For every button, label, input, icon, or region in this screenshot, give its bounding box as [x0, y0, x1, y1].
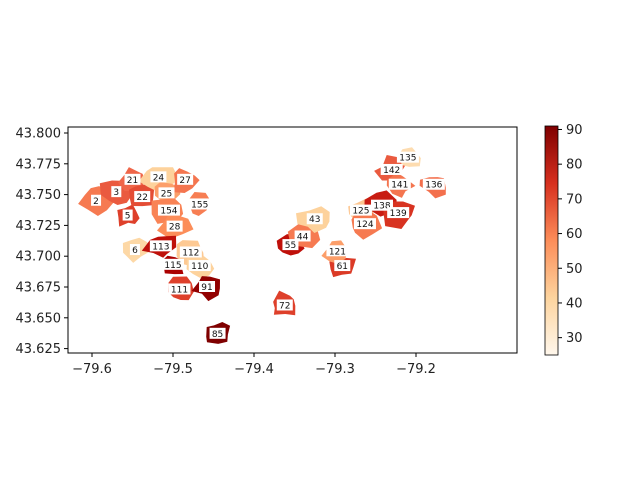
region-label: 136 [425, 181, 442, 191]
x-axis-ticks: −79.6 −79.5 −79.4 −79.3 −79.2 [72, 353, 436, 377]
region-label-bg [177, 173, 194, 185]
region-label: 138 [373, 202, 390, 212]
colorbar-tick-label: 40 [566, 296, 583, 311]
region-label-bg [422, 178, 445, 190]
region-label: 72 [279, 301, 290, 311]
region-label: 61 [337, 262, 348, 272]
region-label-bg [149, 240, 172, 252]
region-label-bg [349, 204, 372, 216]
region-label-bg [380, 163, 403, 175]
region-label-bg [199, 281, 216, 292]
region-label: 135 [399, 154, 416, 164]
region-label: 141 [391, 181, 408, 191]
region-label: 24 [153, 173, 165, 183]
region-label: 91 [201, 283, 212, 293]
x-tick-label: −79.6 [72, 362, 112, 377]
y-tick-label: 43.800 [16, 127, 62, 142]
region-label-bg [179, 246, 202, 258]
colorbar-tick-label: 80 [566, 158, 583, 173]
region-label: 85 [212, 330, 223, 340]
region-label-bg [134, 191, 151, 203]
region-label-bg [162, 258, 184, 270]
y-tick-label: 43.725 [16, 219, 62, 234]
region-label-bg [157, 204, 180, 216]
plot-frame [67, 126, 518, 354]
region-label-bg [396, 151, 419, 163]
region-label-bg [168, 283, 191, 295]
region-label: 139 [390, 209, 407, 219]
region-label: 112 [182, 249, 199, 259]
region-label: 55 [285, 241, 296, 251]
region-label-bg [111, 186, 122, 198]
region-label-bg [294, 230, 311, 242]
region-label-bg [370, 199, 393, 211]
region-label-bg [282, 239, 299, 251]
region-label-bg [353, 218, 376, 230]
region-label-bg [188, 198, 211, 210]
region-label: 125 [352, 207, 369, 217]
y-tick-label: 43.650 [16, 311, 62, 326]
x-tick-label: −79.2 [396, 362, 436, 377]
region-label-bg [150, 171, 167, 183]
region-label: 110 [191, 262, 208, 272]
region-label-bg [188, 260, 211, 272]
y-tick-label: 43.625 [16, 342, 62, 357]
y-tick-label: 43.775 [16, 157, 62, 172]
colorbar-tick-label: 50 [566, 262, 583, 277]
region-label: 3 [113, 188, 119, 198]
region-label-bg [276, 299, 293, 311]
region-label: 113 [152, 242, 169, 252]
region-label: 111 [171, 285, 188, 295]
region-label: 43 [309, 215, 320, 225]
colorbar-tick-label: 90 [566, 123, 583, 138]
region-label-bg [166, 220, 183, 232]
region-label: 28 [169, 223, 181, 233]
x-tick-label: −79.5 [153, 362, 193, 377]
region-label: 25 [161, 189, 172, 199]
region-label-bg [326, 245, 349, 257]
region-label: 27 [179, 176, 190, 186]
colorbar-tick-label: 30 [566, 331, 583, 346]
x-tick-label: −79.3 [315, 362, 355, 377]
region-label: 124 [356, 220, 373, 230]
region-label-bg [122, 209, 133, 221]
y-axis-ticks: 43.800 43.775 43.750 43.725 43.700 43.675 43.6… [16, 127, 68, 357]
y-tick-label: 43.700 [16, 250, 62, 265]
region-label: 6 [132, 246, 138, 256]
region-label-bg [334, 260, 351, 272]
region-label-bg [387, 207, 410, 219]
region-label: 22 [136, 193, 147, 203]
region-label: 121 [329, 247, 346, 257]
region-label: 21 [127, 176, 138, 186]
region-label-bg [158, 187, 175, 199]
y-tick-label: 43.675 [16, 281, 62, 296]
x-tick-label: −79.4 [234, 362, 274, 377]
region-label: 115 [164, 261, 181, 271]
colorbar-ticks: 30 40 50 60 70 80 90 [558, 123, 583, 346]
region-label-bg [209, 327, 226, 339]
region-label-bg [306, 213, 323, 225]
region-label-bg [124, 173, 141, 185]
region-label-bg [91, 194, 102, 206]
region-label: 142 [383, 166, 400, 176]
region-label: 154 [160, 207, 177, 217]
region-label-bg [388, 178, 411, 190]
region-label: 44 [297, 232, 309, 242]
y-tick-label: 43.750 [16, 188, 62, 203]
colorbar-tick-label: 60 [566, 227, 583, 242]
colorbar-tick-label: 70 [566, 192, 583, 207]
region-label-bg [129, 244, 140, 256]
region-label: 2 [93, 197, 99, 207]
region-label: 155 [191, 200, 208, 210]
region-label: 5 [125, 212, 131, 222]
colorbar [544, 125, 559, 356]
